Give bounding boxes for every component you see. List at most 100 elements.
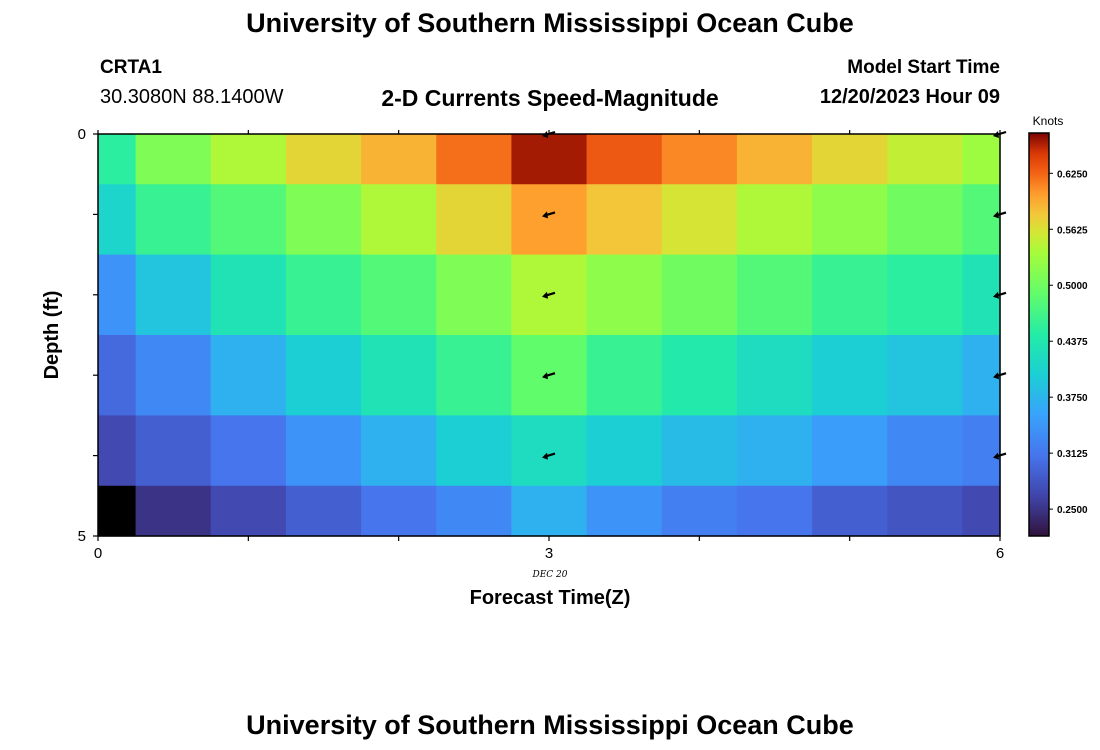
chart-subtitle: 2-D Currents Speed-Magnitude [381,85,719,111]
heatmap-cell [135,485,212,537]
heatmap-cell [511,485,588,537]
colorbar-scale [1028,132,1050,537]
heatmap-cell [98,415,137,487]
heatmap-cell [361,134,437,185]
current-vector-arrow [542,372,556,380]
heatmap-cells [98,134,1001,537]
heatmap-cell [887,254,964,336]
heatmap-cell [661,485,738,537]
current-vector-arrow [542,291,556,299]
current-vector-arrow [993,211,1007,219]
current-vectors [542,130,1007,460]
heatmap-cell [361,254,437,336]
heatmap-cell [586,485,663,537]
heatmap-cell [436,184,513,256]
model-start-value: 12/20/2023 Hour 09 [819,86,1000,108]
heatmap-cell [962,415,1001,487]
heatmap-cell [361,485,437,537]
heatmap-cell [135,134,212,185]
heatmap-cell [285,254,362,336]
x-axis-label: Forecast Time(Z) [470,587,631,609]
heatmap-cell [736,254,813,336]
y-tick-label: 0 [78,126,86,143]
heatmap-cell [511,184,588,256]
heatmap-cell [736,134,813,185]
heatmap-cell [887,335,964,416]
heatmap-cell [98,134,137,185]
heatmap-cell [812,335,888,416]
heatmap-cell [661,134,738,185]
y-axis-label: Depth (ft) [41,291,63,380]
heatmap-cell [887,134,964,185]
heatmap-cell [962,184,1001,256]
heatmap-cell [812,254,888,336]
station-id: CRTA1 [100,57,162,78]
heatmap-cell [135,254,212,336]
y-tick-label: 5 [78,528,86,545]
heatmap-cell [135,184,212,256]
heatmap-cell [661,415,738,487]
heatmap-cell [210,415,287,487]
x-tick-label: 6 [996,545,1004,562]
heatmap-cell [210,485,287,537]
heatmap-cell [285,184,362,256]
date-label: DEC 20 [532,570,568,580]
colorbar-tick-label: 0.6250 [1057,169,1088,180]
heatmap-cell [436,254,513,336]
heatmap-cell [661,254,738,336]
heatmap-cell [812,485,888,537]
heatmap-cell [586,335,663,416]
heatmap-cell [736,335,813,416]
heatmap-cell [586,415,663,487]
heatmap-cell [98,335,137,416]
current-vector-arrow [993,291,1007,299]
current-vector-arrow [993,372,1007,380]
heatmap-cell [361,335,437,416]
heatmap-cell [210,134,287,185]
heatmap-cell [962,485,1001,537]
heatmap-cell [285,134,362,185]
x-tick-label: 0 [94,545,102,562]
current-vector-arrow [542,211,556,219]
heatmap-cell [661,184,738,256]
chart-title: University of Southern Mississippi Ocean… [246,8,854,38]
heatmap-cell [586,184,663,256]
colorbar-tick-label: 0.2500 [1057,505,1088,516]
heatmap-cell [736,184,813,256]
heatmap-cell [285,415,362,487]
current-vector-arrow [993,452,1007,460]
heatmap-cell [962,254,1001,336]
heatmap-cell [887,485,964,537]
heatmap-cell [285,335,362,416]
x-tick-label: 3 [545,545,553,562]
heatmap-cell [135,335,212,416]
axes: 0 3 605 [78,126,1005,562]
heatmap-cell [361,184,437,256]
heatmap-cell [736,415,813,487]
heatmap-cell [98,485,137,537]
heatmap-cell [511,415,588,487]
heatmap-cell [812,134,888,185]
heatmap-cell [586,254,663,336]
heatmap-cell [962,134,1001,185]
heatmap-cell [586,134,663,185]
current-vector-arrow [542,452,556,460]
model-start-label: Model Start Time [847,57,1000,78]
heatmap-cell [361,415,437,487]
heatmap-cell [436,485,513,537]
heatmap-cell [962,335,1001,416]
colorbar-tick-label: 0.3750 [1057,393,1088,404]
colorbar-tick-label: 0.3125 [1057,449,1088,460]
heatmap-cell [436,134,513,185]
heatmap-cell [210,184,287,256]
colorbar-label: Knots [1033,114,1064,128]
heatmap-cell [887,184,964,256]
heatmap-cell [436,415,513,487]
heatmap-cell [661,335,738,416]
colorbar-tick-label: 0.5625 [1057,225,1088,236]
heatmap-cell [210,335,287,416]
colorbar: Knots 0.2500 0.3125 0.3750 0.4375 0.5000 0.56… [1028,114,1088,537]
heatmap-cell [436,335,513,416]
station-coordinates: 30.3080N 88.1400W [100,86,284,108]
